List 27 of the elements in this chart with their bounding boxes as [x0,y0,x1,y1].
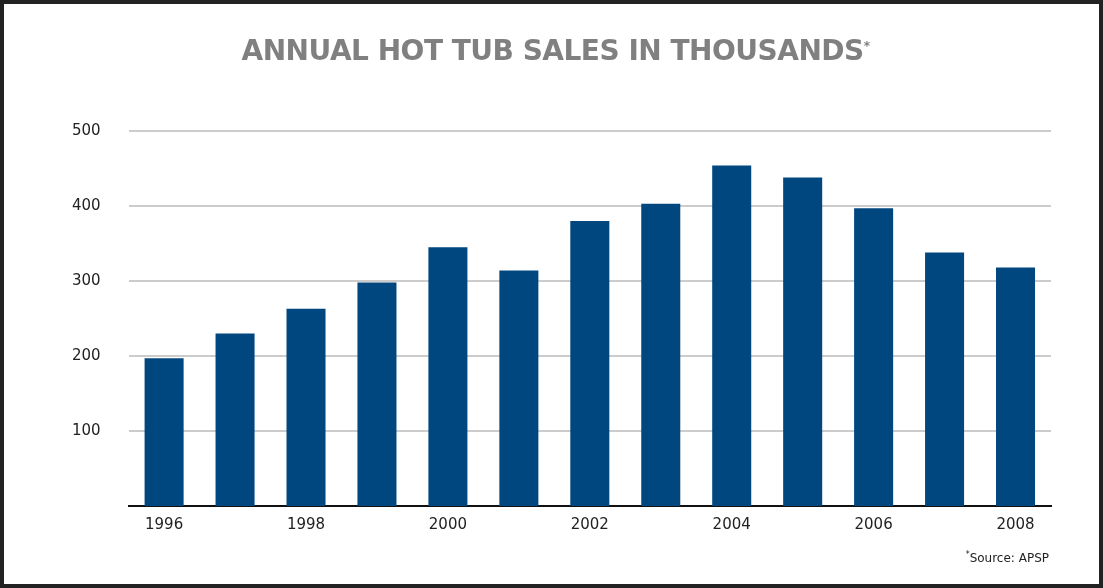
x-tick-label: 1998 [286,514,326,533]
bar [144,358,184,506]
bar [357,282,397,506]
y-tick-label: 500 [71,120,101,139]
y-tick-label: 300 [71,270,101,289]
text: $^{*}$Source: APSP [965,550,1049,565]
x-tick-label: 2006 [854,514,893,533]
bar [570,221,610,506]
bar [215,333,255,506]
bar [428,247,468,506]
bar [712,165,752,506]
x-tick-label: 2004 [712,514,751,533]
bar [854,208,894,506]
x-tick-label: 2002 [570,514,609,533]
bar [996,267,1036,506]
bar [499,270,539,506]
x-tick-label: 2000 [428,514,468,533]
y-tick-label: 100 [71,420,101,439]
x-tick-label: 1996 [145,514,184,533]
bar [925,252,965,506]
bar [783,177,823,506]
y-tick-label: 200 [71,345,101,364]
bar [286,308,326,506]
chart-title: ANNUAL HOT TUB SALES IN THOUSANDS$^{*}$ [240,34,871,67]
x-tick-label: 2008 [996,514,1035,533]
bar [641,203,681,506]
y-tick-label: 400 [71,195,101,214]
